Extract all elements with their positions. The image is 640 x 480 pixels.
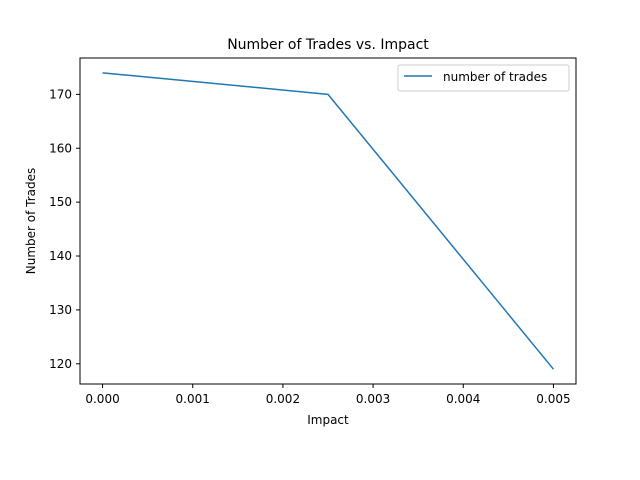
x-tick-label: 0.005 <box>536 392 570 406</box>
y-tick-label: 150 <box>49 195 72 209</box>
x-axis: 0.000 0.001 0.002 0.003 0.004 0.005 <box>85 384 571 406</box>
plot-frame <box>79 57 577 385</box>
legend-box <box>397 64 570 92</box>
y-tick-label: 120 <box>49 357 72 371</box>
y-tick-label: 140 <box>49 249 72 263</box>
x-tick-label: 0.001 <box>176 392 210 406</box>
x-tick-label: 0.004 <box>446 392 480 406</box>
x-tick-label: 0.003 <box>356 392 390 406</box>
y-axis-label: Number of Trades <box>24 168 38 275</box>
y-tick-label: 160 <box>49 141 72 155</box>
x-tick-label: 0.000 <box>85 392 119 406</box>
x-tick-label: 0.002 <box>266 392 300 406</box>
x-axis-label: Impact <box>307 413 349 427</box>
series-layer <box>102 72 555 370</box>
y-tick-label: 130 <box>49 303 72 317</box>
legend-label: number of trades <box>443 70 547 84</box>
y-axis: 120 130 140 150 160 170 <box>49 87 80 371</box>
series-line <box>102 72 555 370</box>
y-tick-label: 170 <box>49 87 72 101</box>
legend: number of trades <box>397 64 570 92</box>
chart-title: Number of Trades vs. Impact <box>227 37 429 53</box>
